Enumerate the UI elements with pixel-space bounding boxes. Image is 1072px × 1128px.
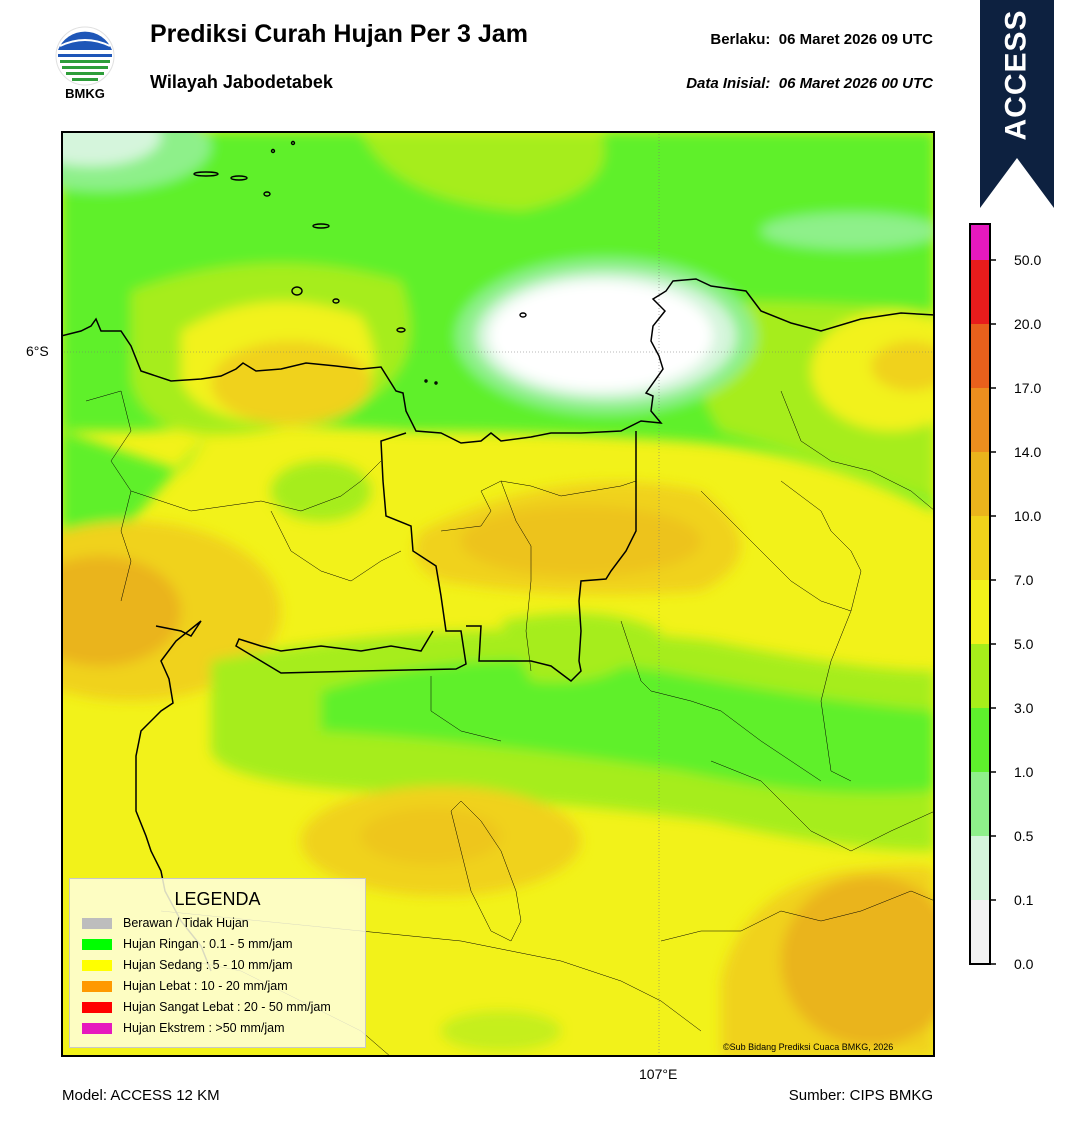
no-rain-core (489, 281, 713, 391)
legend-item-light: Hujan Ringan : 0.1 - 5 mm/jam (82, 936, 293, 952)
colorbar-tick-label: 7.0 (1014, 572, 1034, 588)
legend-label: Berawan / Tidak Hujan (123, 916, 249, 930)
legend-item-cloudy: Berawan / Tidak Hujan (82, 915, 249, 931)
legend-title: LEGENDA (174, 889, 261, 909)
thousand-islands (193, 140, 527, 385)
colorbar-tick-label: 17.0 (1014, 380, 1041, 396)
map-frame (61, 131, 935, 1057)
longitude-label: 107°E (639, 1066, 678, 1082)
legend-item-moderate: Hujan Sedang : 5 - 10 mm/jam (82, 957, 293, 973)
colorbar-tick-label: 0.5 (1014, 828, 1034, 844)
colorbar-tick-label: 20.0 (1014, 316, 1041, 332)
colorbar-band (970, 708, 990, 772)
legend-swatch (82, 959, 112, 971)
legend-swatch (82, 1001, 112, 1013)
colorbar-band (970, 836, 990, 900)
colorbar-band (970, 324, 990, 388)
rainfall-colorbar: 0.0 0.1 0.5 1.0 3.0 5.0 7.0 10.0 14.0 17.0 20.0 50.… (969, 223, 1041, 970)
legend-item-extreme: Hujan Ekstrem : >50 mm/jam (82, 1020, 285, 1036)
colorbar-bands (970, 224, 990, 964)
colorbar-band (970, 580, 990, 644)
model-label: Model: ACCESS 12 KM (62, 1087, 220, 1104)
latitude-label: 6°S (26, 343, 49, 359)
legend-item-heavy: Hujan Lebat : 10 - 20 mm/jam (82, 978, 288, 994)
colorbar-tick-label: 10.0 (1014, 508, 1041, 524)
colorbar-band (970, 260, 990, 324)
colorbar-band (970, 644, 990, 708)
bmkg-logo (55, 26, 115, 86)
colorbar-band (970, 772, 990, 836)
colorbar-band (970, 452, 990, 516)
colorbar-frame (969, 223, 991, 965)
legend-swatch (82, 980, 112, 992)
colorbar-band (970, 900, 990, 964)
access-banner-text: ACCESS (1000, 9, 1033, 141)
init-time-value: 06 Maret 2026 00 UTC (778, 75, 933, 92)
legend-box: LEGENDA Berawan / Tidak Hujan Hujan Ring… (69, 878, 366, 1048)
init-time: Data Inisial: 06 Maret 2026 00 UTC (686, 75, 933, 92)
legend-label: Hujan Ringan : 0.1 - 5 mm/jam (123, 937, 293, 951)
access-banner-text-box: ACCESS (980, 0, 1054, 150)
source-label: Sumber: CIPS BMKG (788, 1087, 933, 1104)
legend-swatch (82, 917, 112, 929)
legend-item-very-heavy: Hujan Sangat Lebat : 20 - 50 mm/jam (82, 999, 331, 1015)
legend-label: Hujan Ekstrem : >50 mm/jam (123, 1021, 285, 1035)
province-border-west (235, 432, 467, 674)
province-border-east (466, 431, 637, 682)
valid-time: Berlaku: 06 Maret 2026 09 UTC (710, 31, 933, 48)
legend-label: Hujan Sedang : 5 - 10 mm/jam (123, 958, 293, 972)
middle-light-rain-band (321, 659, 935, 794)
colorbar-band (970, 388, 990, 452)
copyright-text: ©Sub Bidang Prediksi Cuaca BMKG, 2026 (723, 1042, 893, 1052)
colorbar-band (970, 516, 990, 580)
orange-spot-northwest (211, 341, 371, 425)
legend-swatch (82, 1022, 112, 1034)
colorbar-tick-label: 0.0 (1014, 956, 1034, 970)
colorbar-tick-label: 3.0 (1014, 700, 1034, 716)
init-label: Data Inisial: (686, 75, 771, 92)
colorbar-tick-label: 0.1 (1014, 892, 1034, 908)
legend-label: Hujan Sangat Lebat : 20 - 50 mm/jam (123, 1000, 331, 1014)
access-banner (980, 0, 1054, 208)
page-title: Prediksi Curah Hujan Per 3 Jam (150, 20, 528, 48)
valid-label: Berlaku: (710, 31, 771, 48)
colorbar-tick-label: 5.0 (1014, 636, 1034, 652)
region-subtitle: Wilayah Jabodetabek (150, 72, 333, 92)
legend-swatch (82, 938, 112, 950)
java-coastline (61, 278, 935, 444)
colorbar-tick-label: 1.0 (1014, 764, 1034, 780)
colorbar-tick-label: 50.0 (1014, 252, 1041, 268)
logo-text: BMKG (65, 86, 105, 101)
legend-label: Hujan Lebat : 10 - 20 mm/jam (123, 979, 288, 993)
colorbar-ticks: 0.0 0.1 0.5 1.0 3.0 5.0 7.0 10.0 14.0 17.0 20.0 50.… (990, 252, 1041, 970)
colorbar-band (970, 224, 990, 260)
valid-time-value: 06 Maret 2026 09 UTC (778, 31, 933, 48)
colorbar-tick-label: 14.0 (1014, 444, 1041, 460)
